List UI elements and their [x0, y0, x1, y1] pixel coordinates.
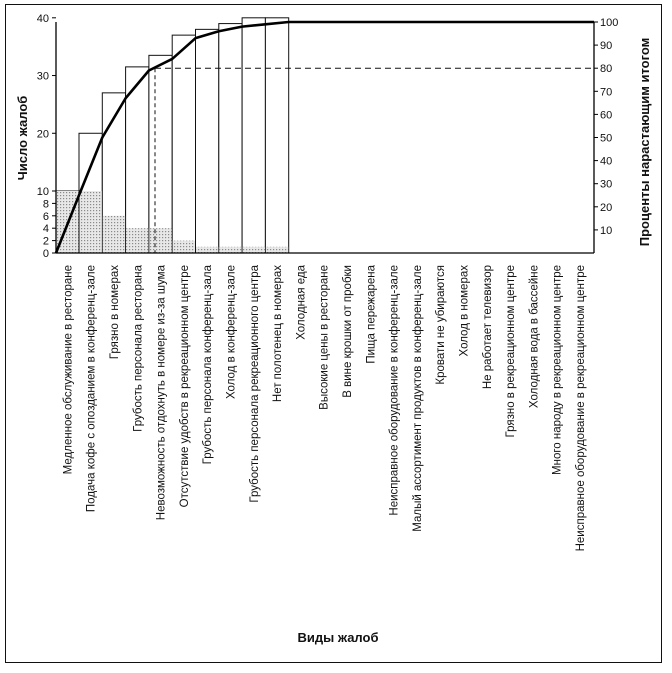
category-label: Грубость персонала рекреационного центра: [249, 264, 261, 502]
count-bar: [196, 246, 219, 253]
left-tick-label: 4: [43, 223, 49, 235]
cumulative-bar: [148, 54, 173, 254]
count-bar: [219, 246, 242, 253]
right-tick-label: 90: [600, 40, 612, 52]
left-tick-label: 0: [43, 248, 49, 260]
cumulative-curve-layer: [54, 20, 594, 254]
category-label: Неисправное оборудование в рекреационном…: [575, 265, 587, 551]
left-tick-label: 40: [37, 13, 49, 25]
right-tick-label: 20: [600, 202, 612, 214]
category-label: Подача кофе с опозданием в конференц-зал…: [86, 265, 98, 512]
category-label: Кровати не убираются: [435, 265, 447, 385]
right-tick-label: 80: [600, 63, 612, 75]
right-tick-label: 70: [600, 86, 612, 98]
category-label: Неисправное оборудование в конференц-зал…: [389, 265, 401, 516]
cumulative-percent-curve: [54, 20, 594, 254]
reference-lines-layer: [154, 67, 594, 253]
right-tick-label: 10: [600, 225, 612, 237]
count-bar: [149, 228, 172, 253]
category-label: Много народу в рекреационном центре: [552, 265, 564, 475]
count-bar: [242, 246, 265, 253]
cumulative-bar: [264, 17, 290, 254]
y-axis-right-title: Проценты нарастающим итогом: [637, 38, 652, 247]
right-tick-label: 30: [600, 179, 612, 191]
category-label: Грубость персонала конференц-зала: [202, 264, 214, 464]
left-tick-label: 30: [37, 71, 49, 83]
count-bar: [265, 246, 289, 253]
category-label: Нет полотенец в номерах: [272, 265, 284, 402]
category-label: Холодная еда: [295, 264, 307, 339]
category-labels-layer: Медленное обслуживание в ресторане Подача…: [63, 264, 587, 551]
right-tick-label: 50: [600, 133, 612, 145]
category-label: Не работает телевизор: [482, 265, 494, 389]
x-axis-title: Виды жалоб: [297, 630, 378, 645]
category-label: Холодная вода в бассейне: [528, 265, 540, 408]
left-tick-label: 6: [43, 211, 49, 223]
count-bar: [102, 215, 126, 253]
right-tick-label: 60: [600, 109, 612, 121]
category-label: Отсутствие удобств в рекреационном центр…: [179, 265, 191, 507]
category-label: Высокие цены в ресторане: [319, 265, 331, 410]
cumulative-bar: [218, 23, 243, 254]
category-label: Холод в номерах: [458, 265, 470, 357]
left-tick-label: 8: [43, 198, 49, 210]
category-label: Малый ассортимент продуктов в конференц-…: [412, 265, 424, 532]
left-tick-label: 2: [43, 236, 49, 248]
category-label: Невозможность отдохнуть в номере из-за ш…: [156, 264, 168, 520]
count-bar: [126, 228, 149, 253]
category-label: Грязно в номерах: [109, 265, 121, 359]
count-bar: [79, 191, 102, 253]
cumulative-bar: [241, 17, 266, 254]
category-label: В вине крошки от пробки: [342, 265, 354, 398]
right-tick-label: 100: [600, 17, 618, 29]
category-label: Медленное обслуживание в ресторане: [63, 265, 75, 474]
y-axis-left-title: Число жалоб: [15, 96, 30, 181]
left-tick-label: 20: [37, 128, 49, 140]
category-label: Грубость персонала ресторана: [132, 264, 144, 431]
category-label: Грязно в рекреационном центре: [505, 265, 517, 437]
left-tick-label: 10: [37, 186, 49, 198]
category-label: Пища пережарена: [365, 264, 377, 363]
count-bar: [172, 240, 195, 253]
right-tick-label: 40: [600, 156, 612, 168]
chart-frame: [5, 4, 662, 663]
category-label: Холод в конференц-зале: [225, 265, 237, 399]
cumulative-bar: [195, 28, 220, 254]
